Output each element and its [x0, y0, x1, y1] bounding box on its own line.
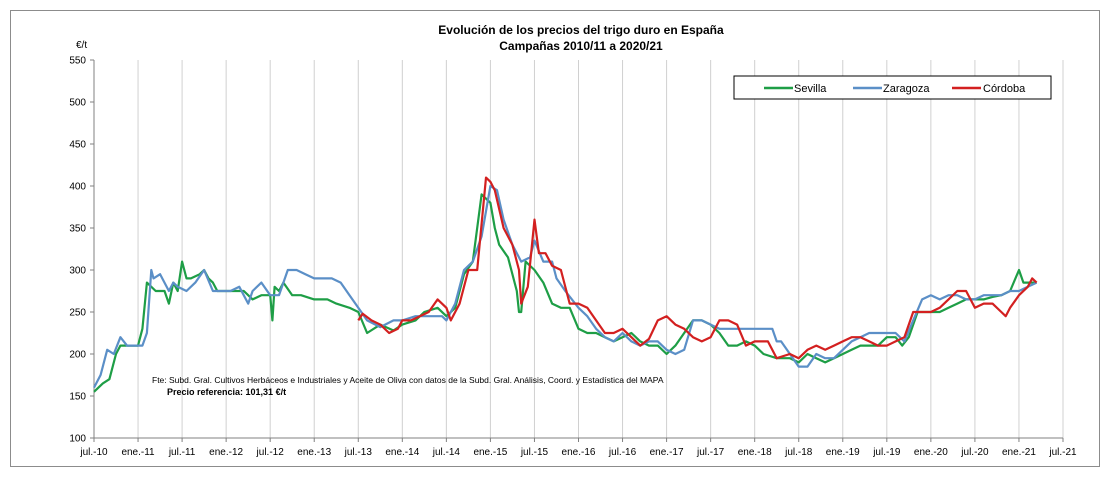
chart-title: Evolución de los precios del trigo duro …: [438, 23, 724, 37]
y-tick-label: 300: [69, 266, 86, 277]
x-tick-label: ene.-14: [385, 447, 419, 458]
legend: Sevilla Zaragoza Córdoba: [733, 75, 1052, 100]
series-line-crdoba: [357, 176, 1038, 360]
y-tick-label: 150: [69, 392, 86, 403]
y-tick-label: 500: [69, 98, 86, 109]
x-tick-label: jul.-19: [872, 447, 901, 458]
x-tick-label: ene.-21: [1002, 447, 1036, 458]
x-tick-label: jul.-14: [432, 447, 461, 458]
y-tick-label: 400: [69, 182, 86, 193]
legend-label-cordoba: Córdoba: [983, 83, 1026, 95]
x-tick-label: jul.-15: [520, 447, 549, 458]
x-tick-label: jul.-17: [696, 447, 725, 458]
series-line-sevilla: [93, 193, 1037, 393]
y-tick-label: 100: [69, 434, 86, 445]
chart-subtitle: Campañas 2010/11 a 2020/21: [499, 39, 663, 53]
y-tick-label: 550: [69, 56, 86, 67]
x-tick-label: ene.-13: [297, 447, 331, 458]
x-tick-labels: jul.-10 ene.-11 jul.-11 ene.-12 jul.-12 ene.-…: [79, 438, 1077, 458]
y-tick-label: 250: [69, 308, 86, 319]
y-tick-label: 200: [69, 350, 86, 361]
x-tick-label: jul.-18: [784, 447, 813, 458]
series-line-zaragoza: [93, 184, 1038, 389]
y-tick-label: 350: [69, 224, 86, 235]
x-tick-label: ene.-16: [562, 447, 596, 458]
x-tick-label: ene.-12: [209, 447, 243, 458]
x-tick-label: jul.-10: [79, 447, 108, 458]
y-tick-label: 450: [69, 140, 86, 151]
x-tick-label: jul.-20: [960, 447, 989, 458]
x-tick-label: ene.-20: [914, 447, 948, 458]
grid-lines: [137, 60, 1064, 438]
reference-price-note: Precio referencia: 101,31 €/t: [167, 387, 286, 397]
legend-label-zaragoza: Zaragoza: [883, 83, 930, 95]
x-tick-label: ene.-15: [473, 447, 507, 458]
x-tick-label: ene.-11: [121, 447, 155, 458]
x-tick-label: ene.-18: [738, 447, 772, 458]
x-tick-label: jul.-11: [168, 447, 196, 458]
legend-label-sevilla: Sevilla: [794, 83, 827, 95]
x-tick-label: jul.-16: [608, 447, 637, 458]
source-note: Fte: Subd. Gral. Cultivos Herbáceos e In…: [152, 375, 664, 385]
x-tick-label: jul.-13: [344, 447, 373, 458]
x-tick-label: jul.-12: [256, 447, 285, 458]
y-axis-label: €/t: [76, 40, 87, 51]
x-tick-label: ene.-17: [650, 447, 684, 458]
x-tick-label: ene.-19: [826, 447, 860, 458]
x-tick-label: jul.-21: [1048, 447, 1077, 458]
series-lines: [93, 176, 1038, 393]
y-tick-labels: 100 150 200 250 300 350 400 450 500 550: [69, 56, 94, 445]
